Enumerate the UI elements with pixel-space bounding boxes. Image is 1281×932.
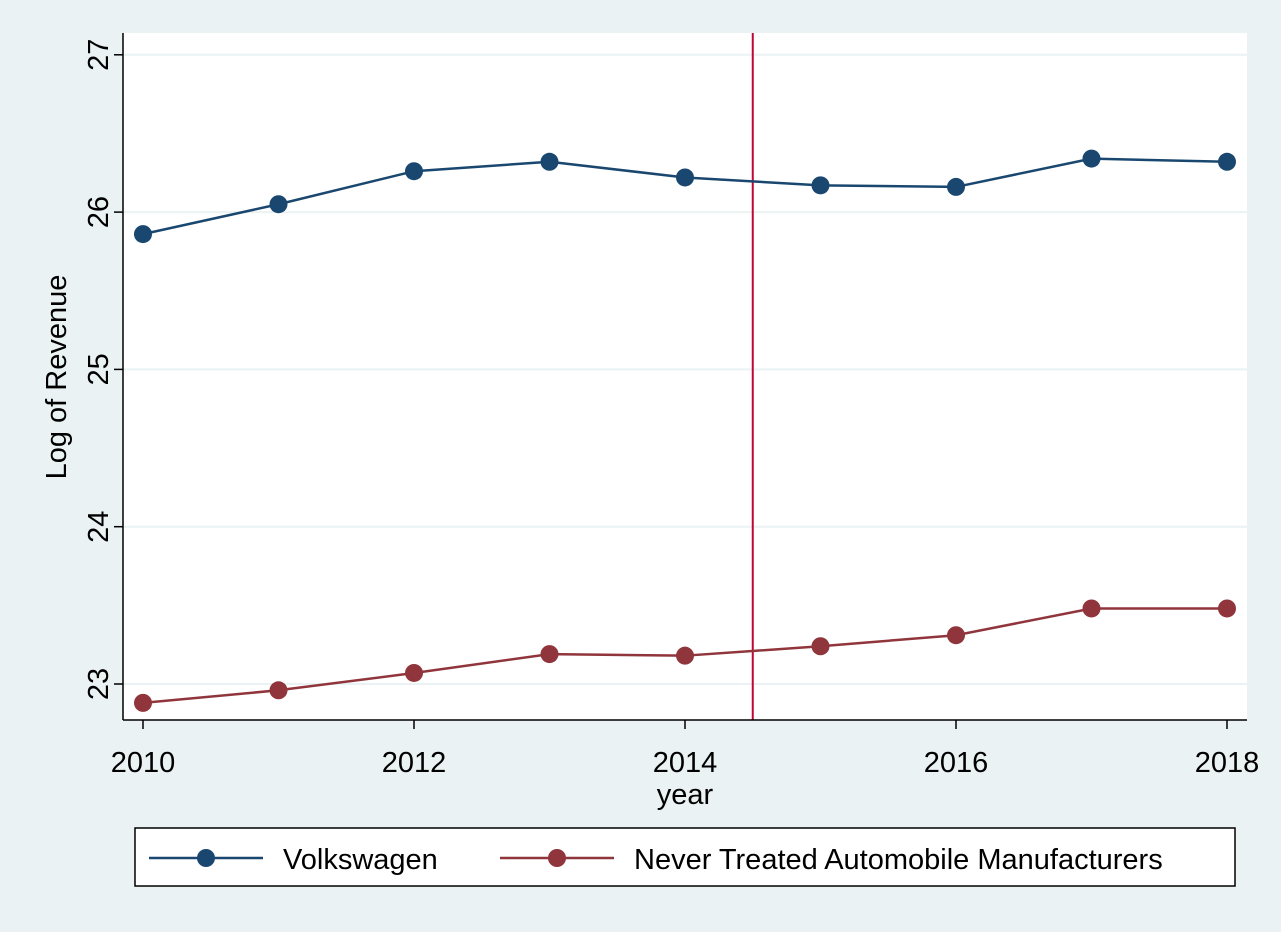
data-point: [1218, 599, 1236, 618]
legend-marker: [548, 849, 566, 867]
legend-label: Never Treated Automobile Manufacturers: [634, 844, 1163, 876]
x-tick-label: 2016: [924, 747, 989, 779]
data-point: [947, 626, 965, 645]
data-point: [540, 152, 559, 171]
data-point: [811, 637, 830, 656]
data-point: [676, 646, 694, 665]
data-point: [405, 162, 423, 181]
data-point: [1082, 599, 1101, 618]
plot-area: [123, 33, 1247, 720]
data-point: [1082, 149, 1101, 168]
data-point: [540, 645, 559, 664]
data-point: [947, 177, 965, 196]
data-point: [134, 693, 152, 712]
data-point: [1218, 152, 1236, 171]
y-tick-label: 23: [83, 668, 115, 700]
data-point: [676, 168, 694, 187]
data-point: [134, 225, 152, 244]
y-tick-label: 25: [83, 353, 115, 385]
data-point: [269, 681, 288, 700]
x-axis-title: year: [657, 779, 714, 811]
series-group: [134, 149, 1236, 712]
y-tick-label: 26: [83, 196, 115, 228]
x-tick-label: 2010: [111, 747, 176, 779]
y-axis-title: Log of Revenue: [41, 275, 73, 480]
gridlines: [123, 53, 1247, 685]
legend: Volkswagen Never Treated Automobile Manuf…: [134, 827, 1236, 887]
legend-marker: [197, 849, 215, 867]
axes: 23 24 25 26 27 2010 2012 2014 2016 2018: [83, 33, 1259, 779]
y-tick-label: 24: [83, 511, 115, 543]
legend-label: Volkswagen: [283, 844, 438, 876]
y-tick-label: 27: [83, 39, 115, 71]
data-point: [811, 176, 830, 195]
data-point: [269, 195, 288, 214]
legend-box: [134, 827, 1236, 887]
x-tick-label: 2018: [1195, 747, 1260, 779]
data-point: [405, 663, 423, 682]
x-tick-label: 2014: [653, 747, 718, 779]
x-tick-label: 2012: [382, 747, 447, 779]
